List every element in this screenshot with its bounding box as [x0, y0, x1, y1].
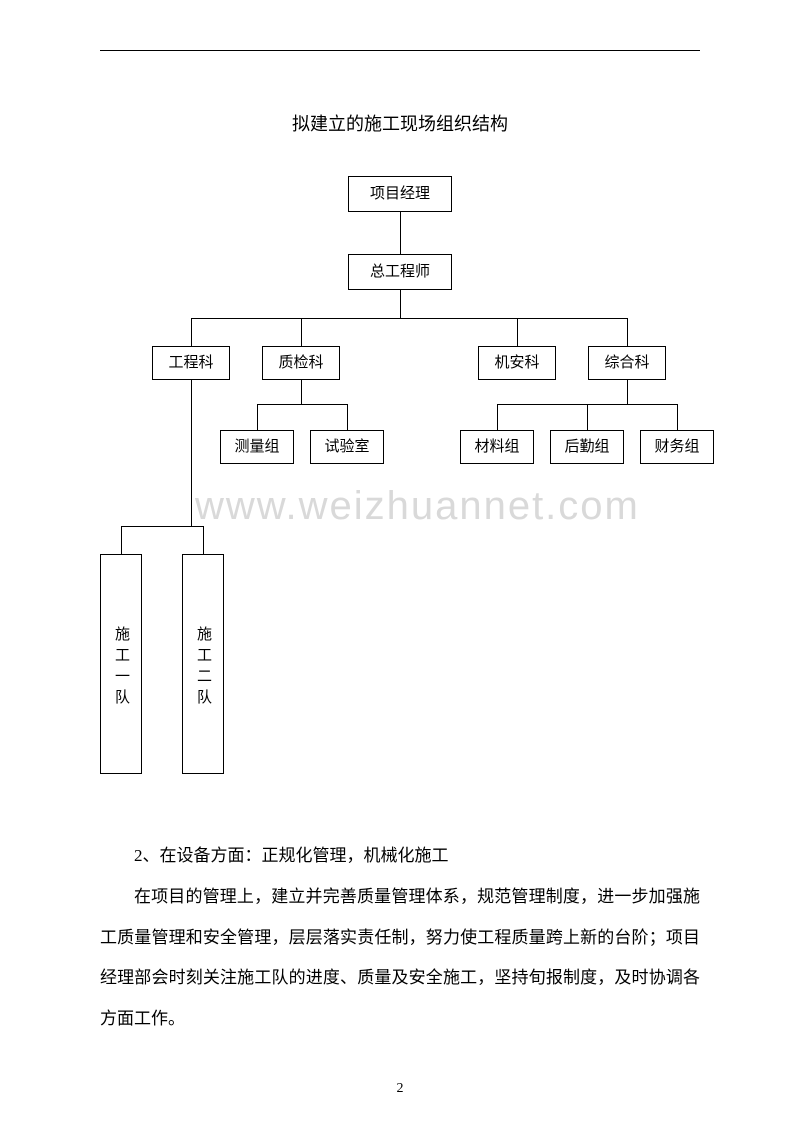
- chart-node-mech: 机安科: [478, 346, 556, 380]
- page-title: 拟建立的施工现场组织结构: [100, 110, 700, 136]
- document-page: 拟建立的施工现场组织结构 www.weizhuannet.com 项目经理总工程…: [0, 0, 800, 1132]
- chart-edge: [257, 404, 258, 430]
- body-text: 2、在设备方面：正规化管理，机械化施工 在项目的管理上，建立并完善质量管理体系，…: [100, 836, 700, 1040]
- chart-edge: [400, 290, 401, 318]
- chart-edge: [587, 404, 588, 430]
- chart-edge: [347, 404, 348, 430]
- chart-edge: [203, 526, 204, 554]
- chart-edge: [400, 212, 401, 254]
- chart-edge: [191, 318, 627, 319]
- chart-edge: [191, 318, 192, 346]
- chart-edge: [301, 380, 302, 404]
- chart-node-gen: 综合科: [588, 346, 666, 380]
- chart-edge: [627, 380, 628, 404]
- chart-edge: [517, 318, 518, 346]
- org-chart: www.weizhuannet.com 项目经理总工程师工程科质检科 机安科综合科…: [100, 176, 700, 816]
- chart-node-mat: 材料组: [460, 430, 534, 464]
- chart-edge: [677, 404, 678, 430]
- watermark: www.weizhuannet.com: [195, 484, 640, 529]
- chart-node-ce: 总工程师: [348, 254, 452, 290]
- page-number: 2: [0, 1081, 800, 1097]
- chart-edge: [191, 380, 192, 526]
- paragraph-2: 在项目的管理上，建立并完善质量管理体系，规范管理制度，进一步加强施工质量管理和安…: [100, 877, 700, 1040]
- chart-node-t1: 施工一队: [100, 554, 142, 774]
- chart-edge: [121, 526, 122, 554]
- paragraph-1: 2、在设备方面：正规化管理，机械化施工: [100, 836, 700, 877]
- chart-node-lab: 试验室: [310, 430, 384, 464]
- chart-node-surv: 测量组: [220, 430, 294, 464]
- chart-node-log: 后勤组: [550, 430, 624, 464]
- chart-node-qc: 质检科: [262, 346, 340, 380]
- chart-node-fin: 财务组: [640, 430, 714, 464]
- chart-node-pm: 项目经理: [348, 176, 452, 212]
- chart-node-eng: 工程科: [152, 346, 230, 380]
- top-rule: [100, 50, 700, 51]
- chart-edge: [257, 404, 347, 405]
- chart-edge: [497, 404, 498, 430]
- chart-node-t2: 施工二队: [182, 554, 224, 774]
- chart-edge: [301, 318, 302, 346]
- chart-edge: [121, 526, 203, 527]
- chart-edge: [627, 318, 628, 346]
